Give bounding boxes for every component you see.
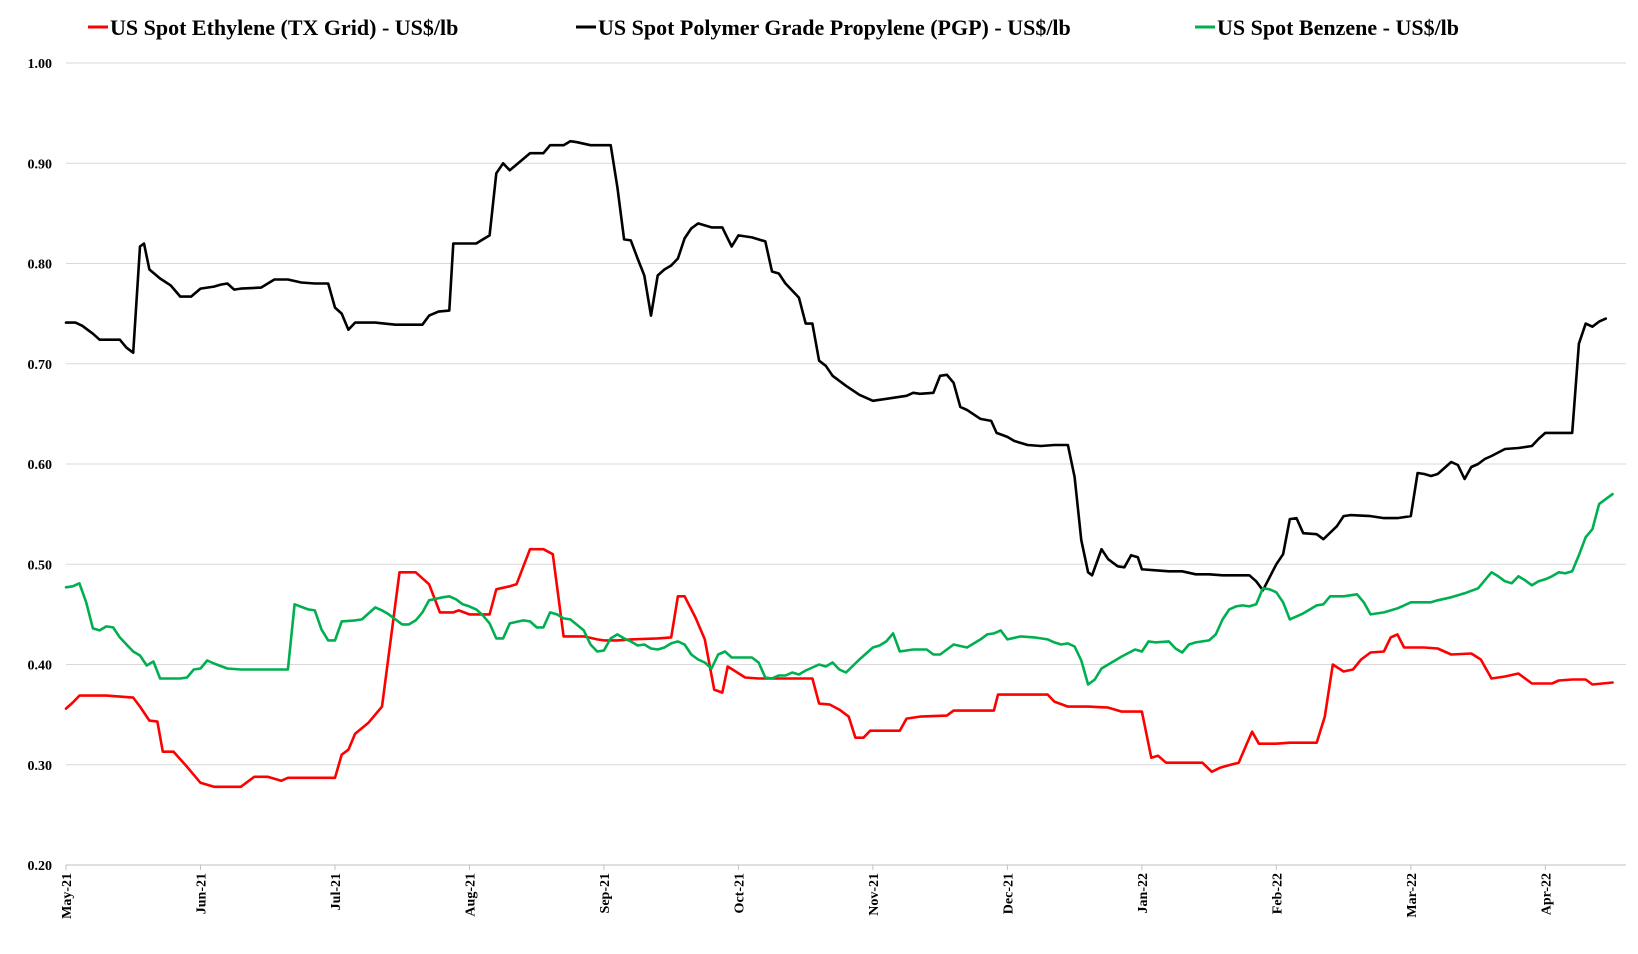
x-tick-label: Apr-22 (1539, 873, 1554, 915)
x-tick-label: Sep-21 (598, 873, 613, 913)
y-tick-label: 0.90 (28, 157, 53, 172)
series-line-0 (64, 547, 1614, 789)
axes: 0.20 0.30 0.40 0.50 0.60 0.70 0.80 0.90 1.00 May-… (28, 57, 1626, 919)
x-tick-label: Jul-21 (329, 873, 344, 910)
y-tick-label: 0.80 (28, 258, 53, 273)
legend: US Spot Ethylene (TX Grid) - US$/lb US Sp… (88, 15, 1459, 40)
x-tick-label: Jun-21 (194, 873, 209, 914)
y-tick-label: 0.40 (28, 659, 53, 674)
legend-label: US Spot Ethylene (TX Grid) - US$/lb (110, 15, 458, 40)
y-tick-label: 0.20 (28, 859, 53, 874)
series-line-2 (64, 492, 1614, 686)
series-lines (64, 139, 1614, 789)
gridlines (66, 62, 1626, 866)
x-tick-label: Dec-21 (1001, 873, 1016, 914)
y-tick-label: 0.30 (28, 759, 53, 774)
series-line-1 (64, 139, 1608, 592)
x-tick-label: May-21 (60, 873, 75, 919)
x-tick-label: Aug-21 (463, 873, 478, 917)
y-tick-label: 0.60 (28, 458, 53, 473)
x-tick-label: Jan-22 (1136, 873, 1151, 913)
x-tick-label: Feb-22 (1270, 873, 1285, 914)
x-tick-label: Mar-22 (1405, 873, 1420, 918)
y-tick-label: 0.50 (28, 558, 53, 573)
legend-label: US Spot Polymer Grade Propylene (PGP) - … (598, 15, 1071, 40)
x-tick-label: Oct-21 (732, 873, 747, 913)
legend-label: US Spot Benzene - US$/lb (1217, 15, 1459, 40)
x-tick-label: Nov-21 (867, 873, 882, 916)
y-tick-label: 1.00 (28, 57, 53, 72)
y-tick-label: 0.70 (28, 358, 53, 373)
